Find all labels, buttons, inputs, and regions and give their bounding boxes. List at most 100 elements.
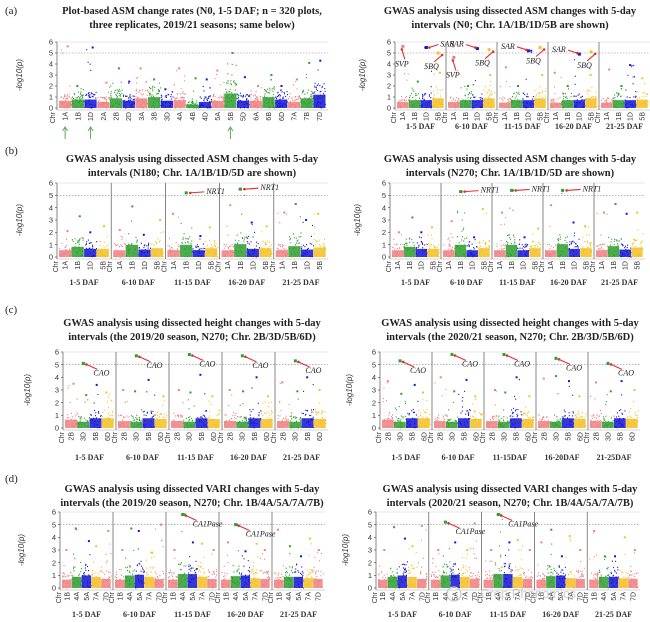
data-point: [157, 415, 159, 417]
data-point: [63, 572, 65, 574]
data-point: [625, 248, 627, 251]
data-point: [92, 245, 94, 247]
data-point: [205, 410, 207, 412]
data-point: [251, 93, 252, 96]
data-point: [177, 216, 179, 218]
data-point: [441, 395, 443, 397]
interval-label: 16-20 DAF: [228, 278, 265, 287]
chromosome-band: [130, 421, 143, 428]
data-point: [463, 240, 465, 242]
chromosome-band: [113, 250, 126, 257]
data-point: [276, 97, 277, 100]
data-point: [294, 99, 296, 101]
data-point: [89, 247, 91, 249]
data-point: [486, 91, 488, 93]
data-point: [546, 416, 548, 418]
data-point: [76, 420, 78, 422]
data-point: [296, 88, 298, 90]
data-point: [400, 244, 401, 246]
annotation-arrowhead-icon: [85, 363, 88, 366]
data-point: [104, 241, 106, 243]
data-point: [399, 420, 401, 422]
chromosome-1A: [392, 231, 405, 258]
data-point: [557, 393, 559, 395]
data-point: [616, 95, 618, 97]
data-point: [130, 98, 132, 100]
data-point: [456, 236, 458, 238]
data-point: [88, 574, 90, 576]
chromosome-band: [568, 248, 580, 257]
chart-title: intervals (N0; Chr. 1A/1B/1D/5B are show…: [411, 20, 609, 31]
data-point: [270, 79, 272, 81]
y-tick-label: 6: [372, 348, 376, 357]
highlight-arrowhead-icon: [87, 126, 94, 132]
chromosome-label: 6D: [473, 432, 480, 441]
data-point: [613, 415, 615, 417]
chromosome-band: [517, 250, 529, 257]
data-point: [80, 88, 82, 90]
data-point: [256, 96, 258, 98]
chromosome-band: [415, 248, 427, 257]
data-point: [616, 239, 618, 241]
data-point: [70, 103, 72, 106]
data-point: [561, 102, 563, 104]
data-point: [217, 246, 219, 249]
data-point: [71, 574, 73, 577]
data-point: [405, 242, 407, 245]
data-point: [111, 400, 113, 402]
chromosome-5B: [483, 74, 496, 109]
data-point: [479, 241, 481, 243]
data-point: [84, 567, 86, 569]
data-point: [580, 416, 582, 418]
data-point: [610, 101, 612, 103]
data-point: [70, 418, 72, 420]
data-point: [188, 420, 190, 422]
peak-point: [128, 80, 131, 83]
chromosome-6D: [313, 389, 327, 429]
data-point: [488, 245, 490, 247]
data-point: [323, 242, 325, 244]
data-point: [496, 416, 498, 418]
gene-annotation: CAO: [146, 361, 162, 370]
peak-point: [308, 61, 311, 64]
data-point: [243, 240, 245, 242]
data-point: [507, 420, 509, 422]
data-point: [237, 416, 239, 418]
data-point: [624, 245, 626, 247]
data-point: [587, 247, 589, 249]
data-point: [517, 414, 519, 416]
data-point: [606, 213, 608, 215]
data-point: [604, 100, 606, 102]
chromosome-band: [545, 250, 557, 257]
data-point: [225, 82, 227, 84]
data-point: [296, 99, 298, 101]
data-point: [590, 419, 592, 421]
chromosome-band: [275, 99, 288, 108]
data-point: [635, 96, 637, 99]
data-point: [248, 95, 250, 97]
data-point: [221, 97, 223, 99]
data-point: [170, 249, 172, 251]
data-point: [158, 89, 160, 91]
data-point: [480, 245, 482, 247]
data-point: [159, 575, 161, 577]
peak-point: [208, 226, 211, 229]
data-point: [152, 88, 154, 90]
data-point: [239, 404, 241, 406]
data-point: [90, 92, 92, 94]
data-point: [246, 248, 248, 250]
data-point: [572, 412, 574, 414]
chromosome-band: [84, 248, 97, 257]
data-point: [560, 236, 562, 238]
chromosome-1D: [138, 233, 151, 257]
data-point: [272, 96, 274, 98]
data-point: [532, 98, 534, 100]
data-point: [71, 239, 73, 241]
data-point: [128, 243, 130, 245]
data-point: [551, 100, 553, 102]
annotation-arrowhead-icon: [297, 360, 300, 364]
chromosome-band: [59, 250, 72, 257]
data-point: [541, 418, 543, 420]
annotated-peak-point: [577, 52, 581, 56]
